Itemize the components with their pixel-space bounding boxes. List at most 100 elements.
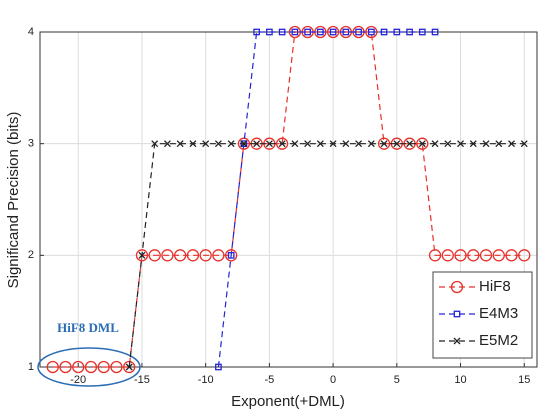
marker [393, 140, 401, 148]
marker [135, 249, 149, 262]
marker [518, 249, 531, 262]
marker [59, 360, 72, 374]
marker [431, 140, 439, 148]
marker [265, 140, 273, 148]
legend-label: E5M2 [479, 332, 518, 349]
marker [202, 140, 210, 148]
x-tick-label: 5 [394, 374, 400, 386]
marker [176, 140, 184, 148]
x-axis-label: Exponent(+DML) [231, 393, 345, 410]
marker [355, 140, 363, 148]
marker [46, 360, 59, 374]
marker [444, 140, 452, 148]
legend-label: E4M3 [479, 305, 518, 322]
marker [72, 360, 85, 374]
marker [317, 28, 324, 36]
marker [123, 360, 136, 374]
annotation-ellipse [37, 347, 141, 387]
marker [214, 140, 222, 148]
marker [326, 25, 340, 39]
marker [406, 140, 414, 148]
y-axis-label: Significand Precision (bits) [5, 112, 22, 289]
marker [304, 28, 311, 36]
marker [520, 140, 528, 148]
marker [492, 249, 505, 262]
marker [454, 249, 467, 262]
x-tick-label: 0 [330, 374, 336, 386]
marker [495, 140, 503, 148]
x-tick-label: -10 [198, 374, 214, 386]
legend-marker [453, 310, 461, 318]
legend-box [432, 271, 533, 359]
marker [431, 28, 439, 36]
annotation: HiF8 DML [57, 320, 119, 335]
marker [227, 140, 235, 148]
marker [253, 140, 261, 148]
marker [367, 28, 375, 36]
marker [380, 140, 388, 148]
marker [342, 28, 350, 36]
marker [342, 140, 350, 148]
series-line [52, 31, 525, 368]
marker [329, 28, 337, 36]
series-line [217, 31, 436, 368]
marker [367, 140, 375, 148]
marker [291, 140, 299, 148]
marker [457, 140, 464, 148]
marker [304, 140, 312, 148]
legend-label: HiF8 [479, 278, 511, 295]
marker [380, 28, 388, 36]
marker [186, 249, 200, 262]
marker [215, 363, 222, 371]
series-line [128, 143, 525, 368]
marker [406, 28, 413, 36]
marker [148, 249, 161, 262]
marker [329, 140, 337, 148]
marker [240, 140, 248, 148]
marker [428, 249, 442, 262]
marker [138, 251, 146, 259]
x-tick-label: -15 [134, 374, 150, 386]
marker [161, 249, 174, 262]
marker [266, 28, 273, 36]
y-tick-label: 3 [28, 138, 34, 150]
marker [174, 249, 187, 262]
marker [225, 249, 238, 262]
marker [278, 28, 286, 36]
marker [508, 140, 515, 148]
marker [163, 140, 171, 148]
y-tick-label: 2 [28, 249, 34, 261]
x-tick-label: 15 [518, 374, 530, 386]
marker [377, 137, 391, 150]
marker [505, 249, 518, 262]
marker [479, 249, 493, 262]
marker [237, 137, 251, 150]
plot-frame [39, 31, 538, 368]
marker [189, 140, 197, 148]
marker [469, 140, 477, 148]
marker [151, 140, 159, 148]
x-tick-label: 10 [454, 374, 466, 386]
marker [416, 137, 429, 150]
marker [278, 140, 286, 148]
y-tick-label: 4 [28, 26, 34, 38]
marker [212, 249, 225, 262]
marker [393, 28, 401, 36]
y-tick-label: 1 [28, 361, 34, 373]
marker [355, 28, 362, 36]
marker [365, 25, 378, 39]
x-tick-label: -5 [264, 374, 274, 386]
marker [482, 140, 490, 148]
marker [84, 360, 98, 374]
marker [275, 137, 289, 150]
legend-marker [450, 280, 464, 294]
marker [227, 251, 235, 259]
marker [110, 360, 123, 374]
marker [253, 28, 260, 36]
marker [291, 28, 299, 36]
marker [467, 249, 480, 262]
marker [418, 140, 426, 148]
legend-marker [453, 337, 461, 345]
marker [418, 28, 426, 36]
